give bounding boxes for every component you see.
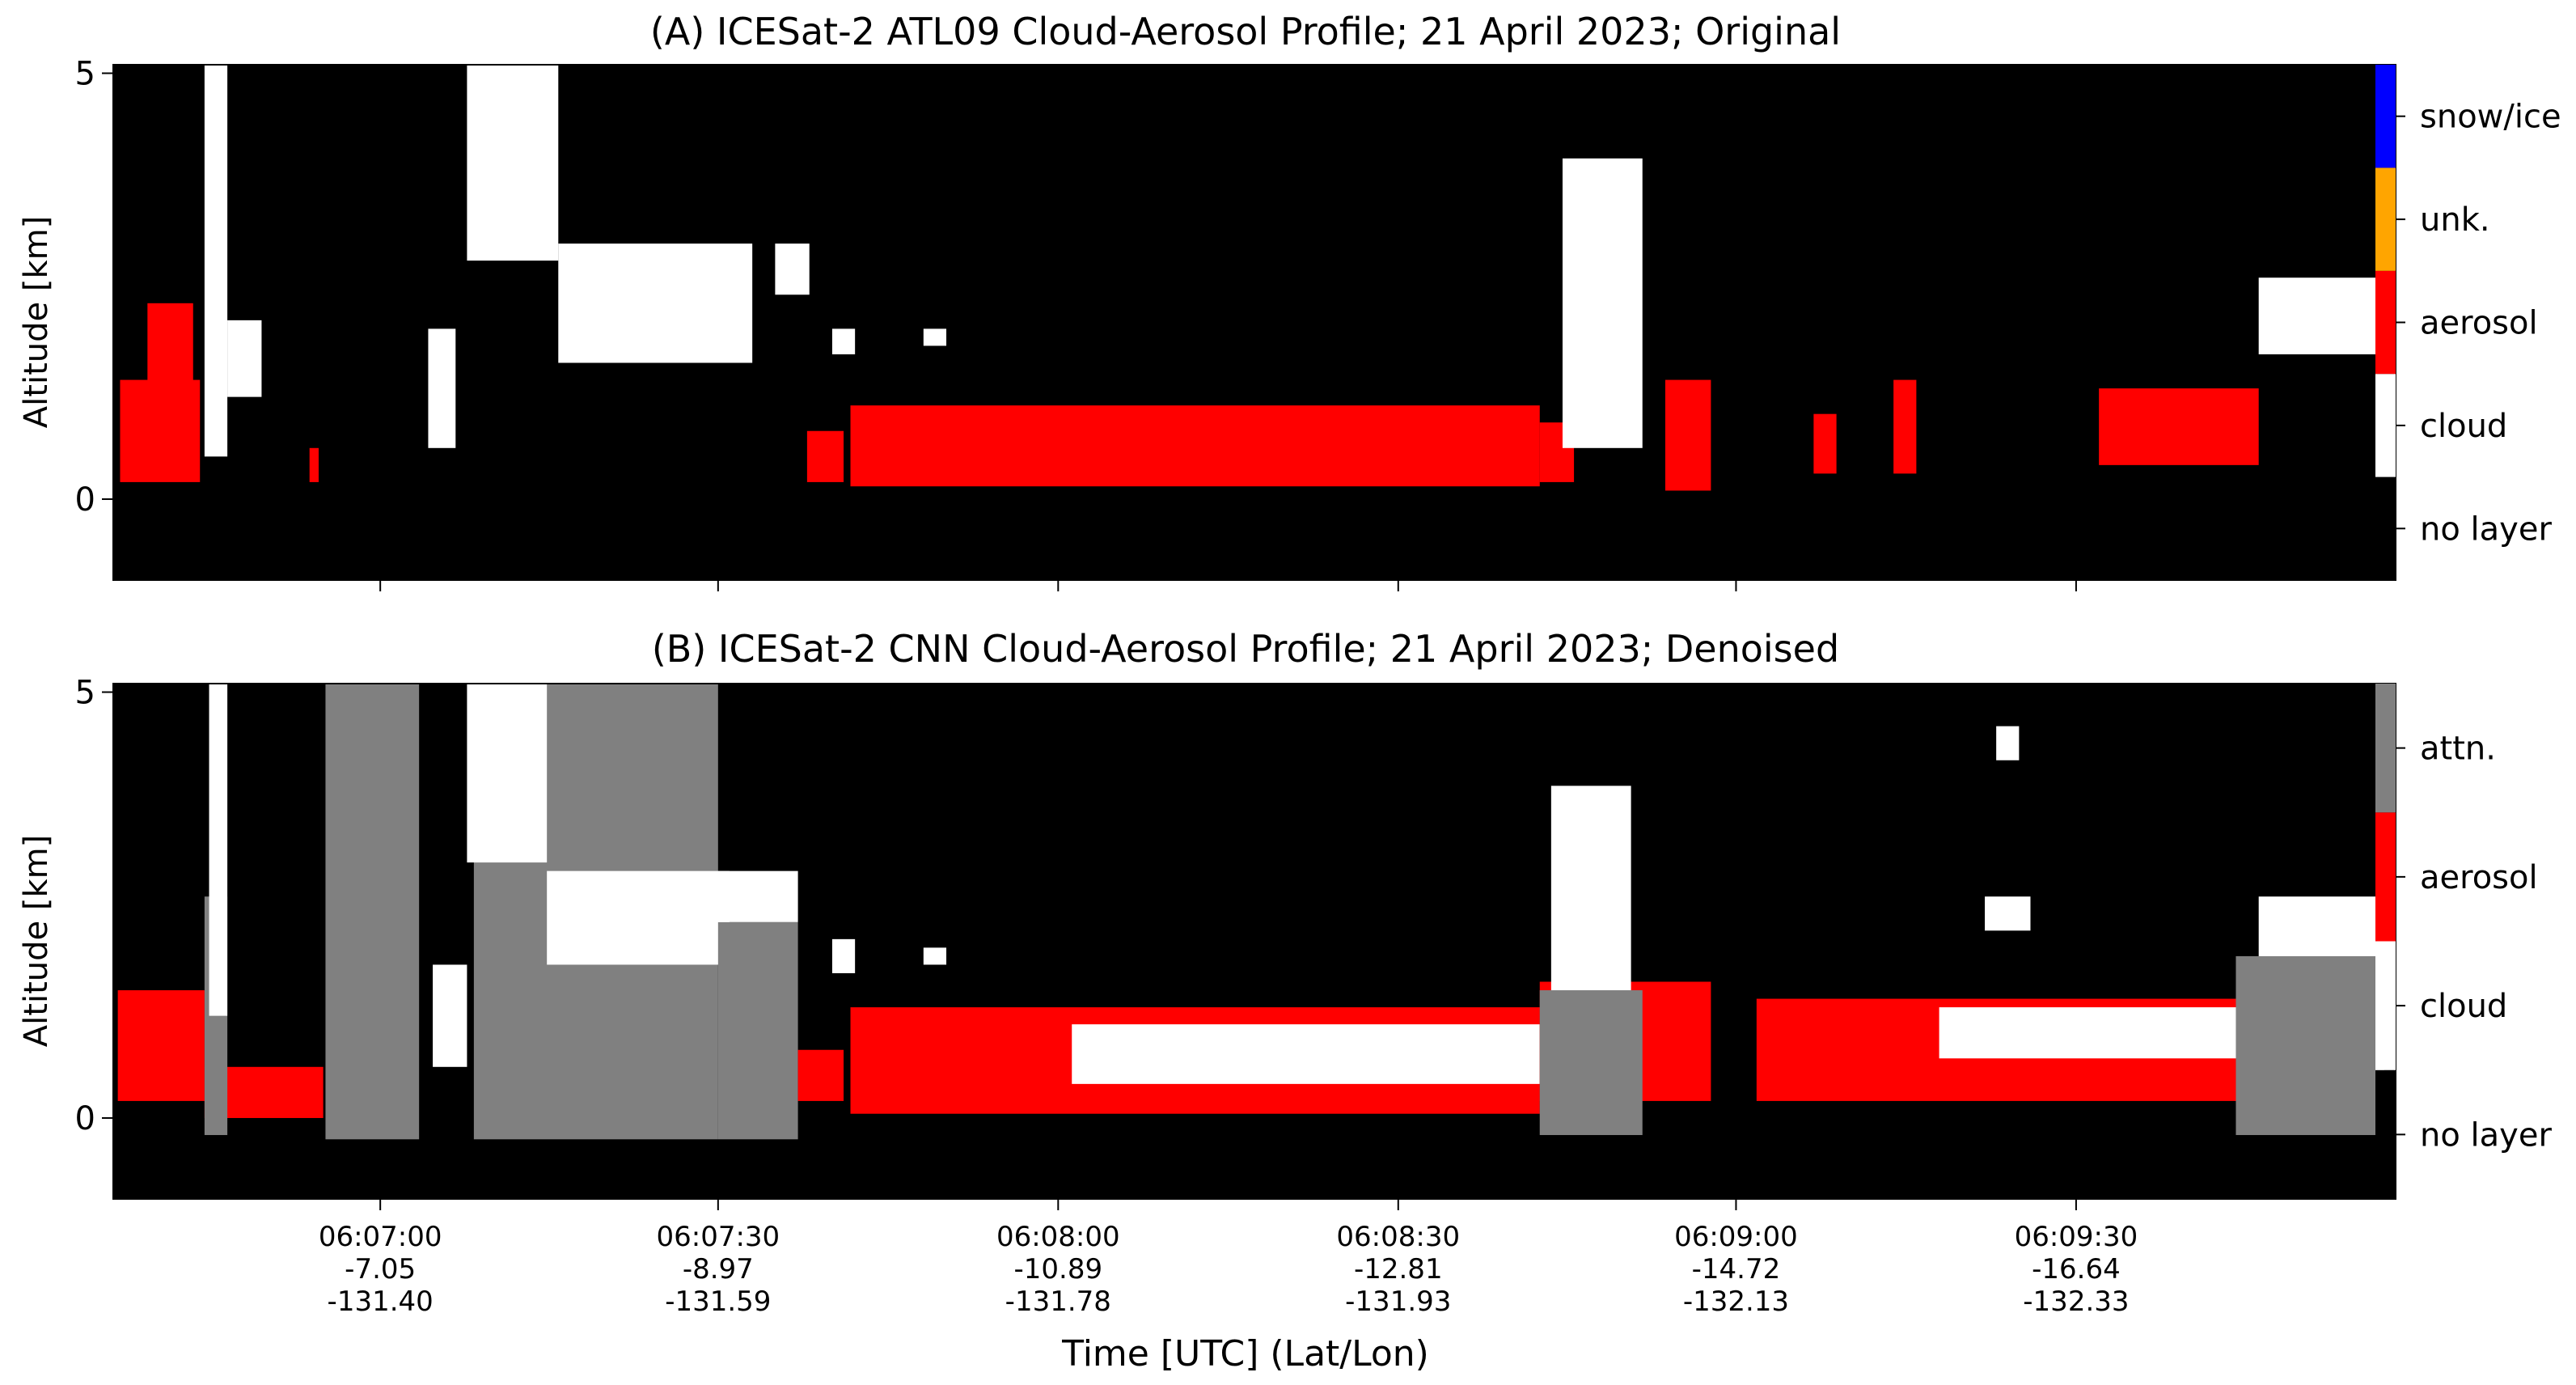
panel-b-layer-cloud-6 — [433, 964, 467, 1067]
panel-a-layer-cloud-8 — [775, 244, 810, 295]
panel-b-xtick-labels: 06:07:00-7.05-131.40 06:07:30-8.97-131.59… — [319, 1221, 2138, 1318]
panel-a-layer-cloud-10 — [923, 328, 947, 346]
panel-b-layer-cloud-12 — [923, 947, 947, 965]
panel-a-layers — [120, 65, 2392, 491]
panel-a-layer-cloud-2 — [204, 65, 228, 457]
panel-b-colorbar-label: no layer — [2420, 1116, 2552, 1154]
panel-a-colorbar-swatch — [2375, 167, 2396, 271]
panel-a: (A) ICESat-2 ATL09 Cloud-Aerosol Profile… — [18, 10, 2561, 591]
xtick-label: -132.33 — [2023, 1285, 2129, 1318]
panel-a-layer-cloud-14 — [1562, 158, 1643, 448]
panel-a-layer-aerosol-4 — [309, 447, 319, 482]
panel-a-layer-aerosol-18 — [2099, 388, 2259, 465]
panel-a-layer-aerosol-11 — [806, 430, 844, 482]
panel-b-layer-attn-23 — [2235, 955, 2384, 1136]
panel-b-layer-cloud-17 — [1550, 786, 1631, 1008]
panel-a-colorbar-label: unk. — [2420, 201, 2490, 239]
xtick-label: -10.89 — [1014, 1253, 1103, 1285]
panel-b-layer-attn-4 — [325, 684, 420, 1140]
panel-b: (B) ICESat-2 CNN Cloud-Aerosol Profile; … — [18, 627, 2552, 1374]
panel-b-layer-cloud-15 — [1072, 1024, 1540, 1084]
panel-b-colorbar-swatch — [2375, 941, 2396, 1070]
panel-b-layer-cloud-21 — [1985, 896, 2031, 931]
panel-a-colorbar-label: aerosol — [2420, 305, 2538, 342]
panel-b-layer-cloud-24 — [1996, 726, 2020, 760]
panel-b-colorbar-label: aerosol — [2420, 859, 2538, 896]
xtick-label: -14.72 — [1692, 1253, 1781, 1285]
panel-a-layer-cloud-3 — [227, 320, 262, 397]
panel-a-ytick-label: 5 — [75, 56, 95, 93]
panel-a-colorbar-swatch — [2375, 374, 2396, 477]
panel-a-ylabel: Altitude [km] — [18, 216, 55, 428]
panel-b-layer-cloud-11 — [831, 938, 856, 973]
xtick-label: -132.13 — [1683, 1285, 1789, 1318]
xtick-label: 06:07:00 — [319, 1221, 442, 1253]
panel-b-layers — [117, 684, 2392, 1140]
xtick-label: -12.81 — [1354, 1253, 1443, 1285]
xtick-label: 06:09:00 — [1674, 1221, 1798, 1253]
panel-a-colorbar-swatch — [2375, 65, 2396, 168]
panel-b-plot-area — [113, 684, 2396, 1199]
panel-a-colorbar: no layer cloud aerosol unk. snow/ice — [2375, 65, 2561, 580]
panel-b-layer-attn-18 — [1539, 990, 1643, 1136]
panel-b-colorbar-label: cloud — [2420, 988, 2507, 1025]
panel-b-layer-attn-9 — [717, 921, 798, 1140]
xtick-label: -131.78 — [1005, 1285, 1111, 1318]
xtick-label: -8.97 — [683, 1253, 754, 1285]
panel-a-layer-cloud-7 — [558, 244, 753, 363]
panel-b-layer-aerosol-0 — [117, 990, 205, 1101]
panel-a-layer-cloud-6 — [467, 65, 559, 261]
xtick-label: 06:07:30 — [656, 1221, 780, 1253]
panel-b-colorbar-swatch — [2375, 684, 2396, 813]
panel-b-colorbar-swatch — [2375, 1069, 2396, 1199]
xtick-label: 06:08:00 — [996, 1221, 1120, 1253]
panel-a-colorbar-swatch — [2375, 270, 2396, 375]
panel-b-layer-cloud-10 — [717, 870, 798, 922]
xtick-label: -131.40 — [328, 1285, 434, 1318]
panel-a-ytick-label: 0 — [75, 481, 95, 519]
x-axis-label: Time [UTC] (Lat/Lon) — [1061, 1333, 1429, 1374]
panel-b-layer-cloud-8 — [547, 870, 730, 965]
panel-a-colorbar-swatch — [2375, 476, 2396, 580]
xtick-label: -7.05 — [345, 1253, 416, 1285]
panel-a-layer-aerosol-1 — [147, 303, 193, 474]
panel-b-ytick-label: 5 — [75, 675, 95, 712]
panel-a-layer-aerosol-17 — [1893, 379, 1917, 474]
panel-b-colorbar-label: attn. — [2420, 731, 2496, 768]
panel-b-ytick-label: 0 — [75, 1100, 95, 1137]
panel-b-layer-cloud-7 — [467, 684, 548, 863]
panel-b-title: (B) ICESat-2 CNN Cloud-Aerosol Profile; … — [652, 627, 1839, 671]
panel-a-layer-aerosol-15 — [1664, 379, 1711, 491]
panel-b-colorbar: no layer cloud aerosol attn. — [2375, 684, 2552, 1199]
xtick-label: 06:09:30 — [2015, 1221, 2138, 1253]
panel-b-ylabel: Altitude [km] — [18, 835, 55, 1047]
xtick-label: -131.59 — [665, 1285, 771, 1318]
panel-a-colorbar-label: cloud — [2420, 408, 2507, 445]
panel-b-layer-cloud-3 — [209, 684, 228, 1016]
panel-a-layer-aerosol-16 — [1813, 413, 1837, 474]
xtick-label: 06:08:30 — [1336, 1221, 1460, 1253]
panel-a-layer-cloud-9 — [831, 328, 856, 354]
xtick-label: -16.64 — [2032, 1253, 2121, 1285]
panel-a-title: (A) ICESat-2 ATL09 Cloud-Aerosol Profile… — [650, 10, 1841, 53]
panel-a-colorbar-label: snow/ice — [2420, 99, 2561, 136]
panel-a-plot-area — [113, 65, 2396, 580]
panel-a-layer-cloud-19 — [2258, 277, 2392, 354]
panel-a-layer-aerosol-12 — [850, 405, 1540, 487]
panel-b-layer-aerosol-13 — [797, 1049, 844, 1101]
xtick-label: -131.93 — [1345, 1285, 1451, 1318]
panel-a-colorbar-label: no layer — [2420, 510, 2552, 548]
panel-a-layer-cloud-5 — [428, 328, 456, 448]
panel-b-colorbar-swatch — [2375, 812, 2396, 942]
